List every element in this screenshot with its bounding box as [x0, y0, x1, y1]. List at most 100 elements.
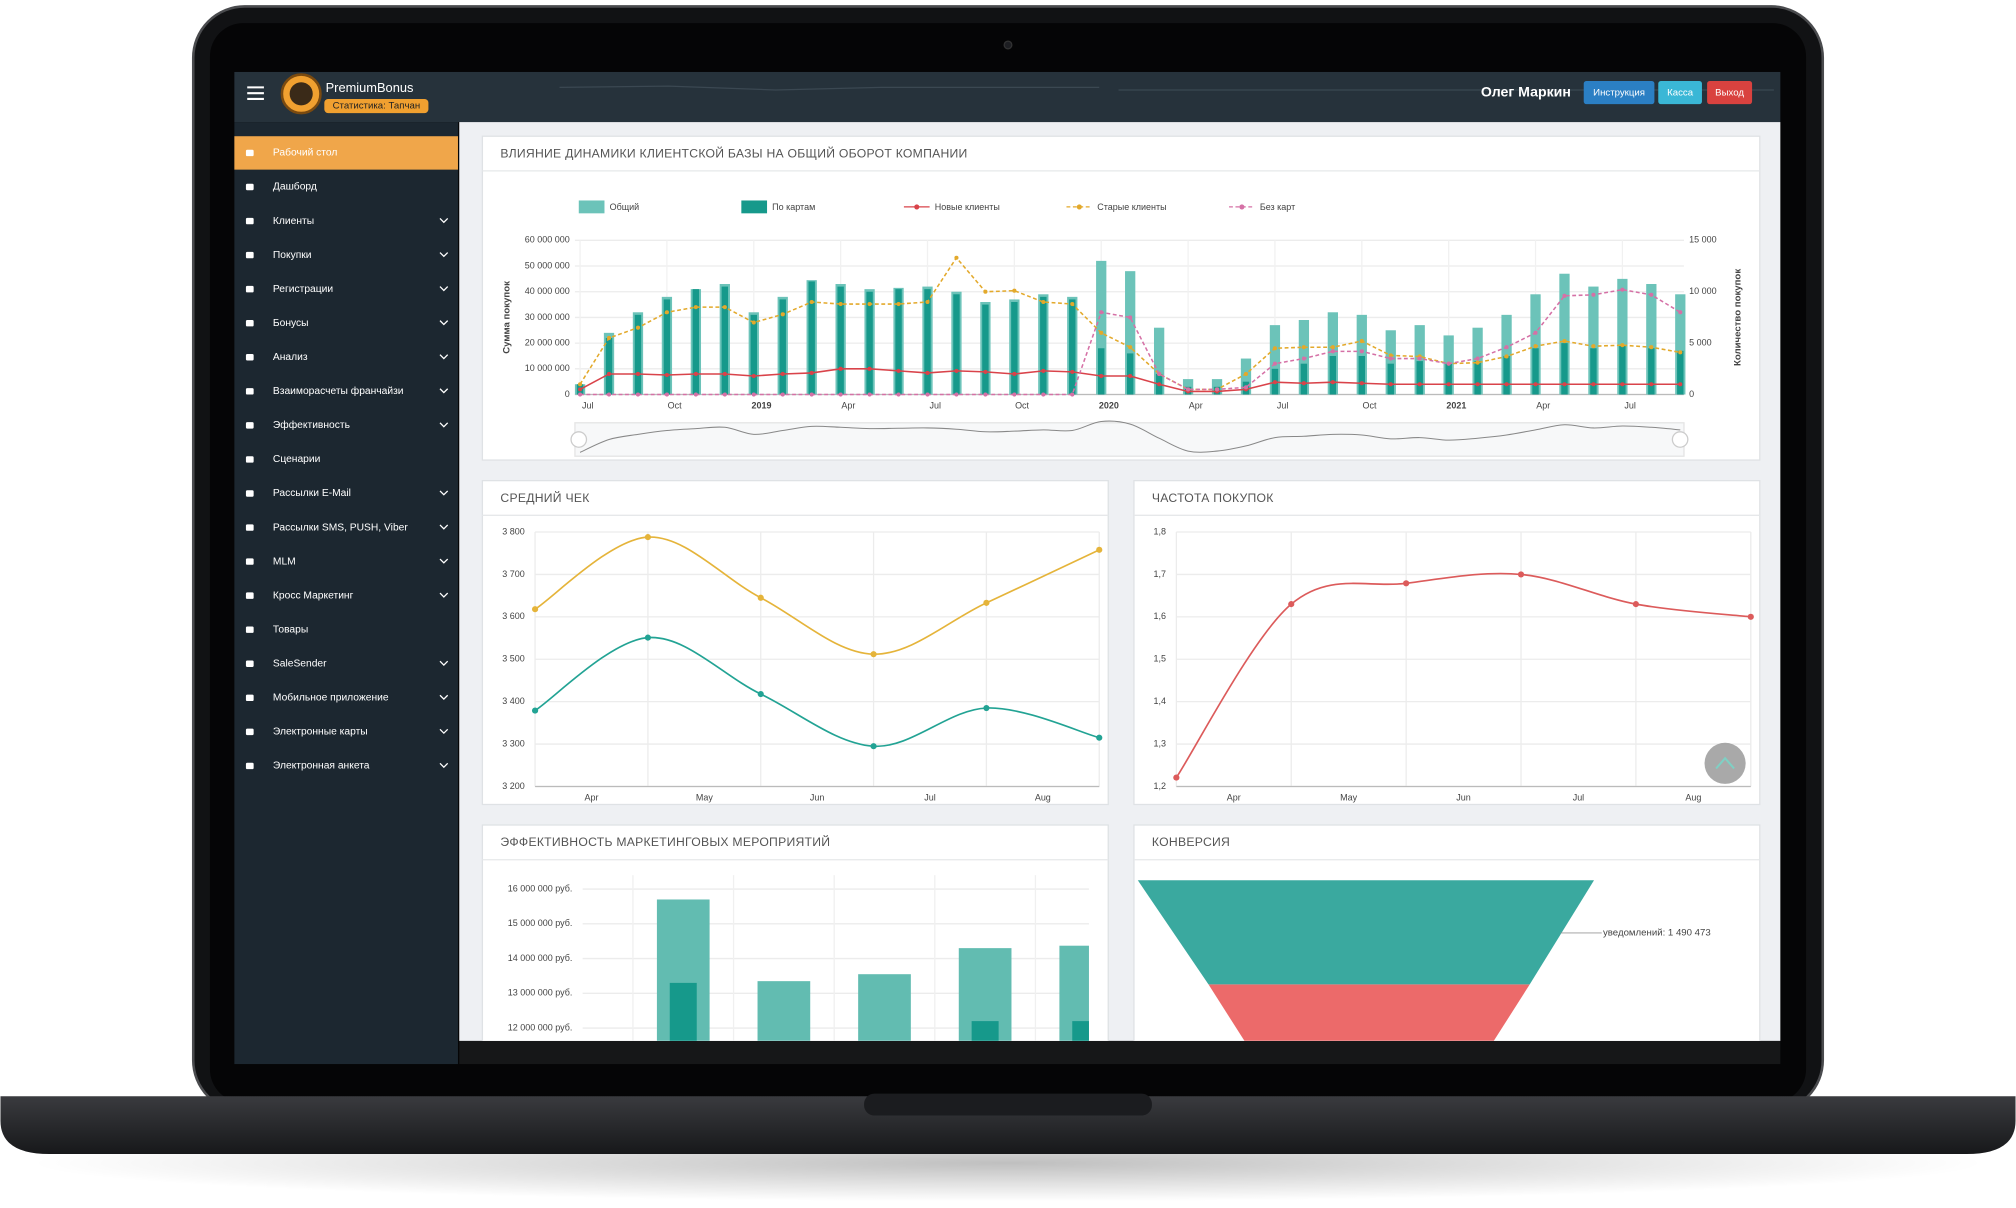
- y2-tick-label: 10 000: [1689, 286, 1716, 296]
- menu-item[interactable]: Электронные карты: [273, 727, 368, 738]
- y-tick-label: 3 200: [502, 781, 524, 791]
- navigator-handle[interactable]: [570, 431, 588, 448]
- bar: [1416, 361, 1423, 395]
- panel-title: ЧАСТОТА ПОКУПОК: [1152, 491, 1274, 505]
- x-tick-label: May: [696, 792, 713, 802]
- button[interactable]: [1707, 80, 1753, 105]
- bar: [1327, 312, 1338, 395]
- menu-item[interactable]: SaleSender: [273, 658, 327, 669]
- button[interactable]: [1658, 80, 1702, 105]
- legend-label: Старые клиенты: [1097, 202, 1166, 212]
- menu-item[interactable]: Анализ: [273, 352, 308, 363]
- menu-item[interactable]: Эффективность: [273, 419, 350, 431]
- bar: [1561, 343, 1568, 395]
- funnel-segment: [1208, 984, 1530, 1041]
- y-tick-label: 40 000 000: [525, 286, 570, 296]
- bars: [632, 875, 1089, 1041]
- point: [1186, 387, 1191, 392]
- bar: [953, 294, 960, 395]
- y-tick-label: 12 000 000 руб.: [508, 1022, 573, 1032]
- brand: PremiumBonus: [326, 80, 414, 95]
- menu-item[interactable]: Дашборд: [273, 181, 317, 193]
- y2-axis-title: Количество покупок: [1732, 269, 1743, 366]
- point: [635, 392, 641, 397]
- menu-item[interactable]: Клиенты: [273, 216, 314, 227]
- bar: [858, 974, 911, 1041]
- point: [896, 302, 901, 307]
- menu-item[interactable]: Товары: [273, 624, 308, 635]
- laptop-base: [0, 1096, 2016, 1155]
- point: [578, 392, 583, 397]
- point: [635, 325, 641, 330]
- point: [1288, 601, 1295, 608]
- y-tick-label: 1,6: [1154, 611, 1167, 621]
- menu-icon: [245, 285, 254, 293]
- point: [1388, 382, 1393, 387]
- x-tick-label: Jul: [1277, 400, 1289, 410]
- point: [1649, 292, 1654, 297]
- x-tick-label: Oct: [1015, 400, 1029, 410]
- point: [870, 743, 877, 750]
- menu-icon: [245, 490, 254, 497]
- camera: [1003, 40, 1013, 50]
- button-label[interactable]: Касса: [1667, 88, 1694, 99]
- menu-item[interactable]: MLM: [273, 556, 296, 567]
- point: [1099, 373, 1104, 379]
- x-tick-label: 2019: [751, 400, 771, 410]
- menu-item[interactable]: Кросс Маркетинг: [273, 590, 354, 601]
- menu-item[interactable]: Рассылки E-Mail: [273, 488, 351, 499]
- menu-item[interactable]: Сценарии: [273, 454, 321, 465]
- menu-chevron: [439, 558, 449, 564]
- menu-chevron: [439, 218, 449, 224]
- menu-toggle[interactable]: [247, 86, 264, 100]
- bar: [669, 982, 697, 1041]
- legend-swatch: [741, 200, 768, 214]
- menu-item[interactable]: Электронная анкета: [273, 761, 370, 772]
- series-line: [534, 536, 1100, 656]
- bar: [1385, 330, 1396, 395]
- menu-item[interactable]: Рассылки SMS, PUSH, Viber: [273, 522, 408, 533]
- y-tick-label: 60 000 000: [525, 235, 570, 245]
- menu-chevron: [439, 422, 449, 428]
- menu-icon: [245, 251, 254, 259]
- menu-item[interactable]: Регистрации: [273, 284, 333, 295]
- point: [1620, 343, 1625, 348]
- point: [1620, 382, 1625, 387]
- legend-label: Общий: [610, 202, 640, 212]
- bar: [1387, 363, 1394, 395]
- point: [1475, 382, 1480, 387]
- point: [1417, 356, 1422, 361]
- menu-item[interactable]: Взаиморасчеты франчайзи: [273, 385, 404, 397]
- legend-label: По картам: [772, 202, 815, 212]
- bar: [1619, 345, 1626, 395]
- point: [722, 371, 727, 377]
- menu-item[interactable]: Бонусы: [273, 318, 309, 329]
- sidebar: [234, 122, 458, 1065]
- menu-item[interactable]: Рабочий стол: [273, 147, 337, 159]
- point: [1330, 345, 1335, 350]
- x-tick-label: Aug: [1685, 792, 1701, 802]
- point: [578, 382, 583, 387]
- legend-swatch: [578, 200, 605, 214]
- point: [1012, 392, 1017, 397]
- bar: [1590, 348, 1597, 395]
- bar: [1677, 350, 1684, 395]
- menu-item[interactable]: Мобильное приложение: [273, 692, 389, 704]
- bar: [1356, 314, 1367, 395]
- point: [780, 312, 785, 317]
- y-tick-label: 13 000 000 руб.: [508, 988, 573, 998]
- point: [896, 368, 901, 373]
- y-tick-label: 15 000 000 руб.: [508, 918, 573, 928]
- button-label[interactable]: Инструкция: [1593, 88, 1645, 99]
- button-label[interactable]: Выход: [1715, 88, 1744, 99]
- point: [809, 299, 814, 305]
- point: [1533, 382, 1538, 387]
- point: [1620, 287, 1625, 292]
- bar: [808, 281, 815, 395]
- bar: [1096, 260, 1107, 395]
- navigator-handle[interactable]: [1671, 431, 1689, 448]
- button[interactable]: [1583, 80, 1655, 105]
- menu-item[interactable]: Покупки: [273, 250, 312, 261]
- point: [578, 387, 583, 392]
- scroll-top[interactable]: [1704, 742, 1746, 784]
